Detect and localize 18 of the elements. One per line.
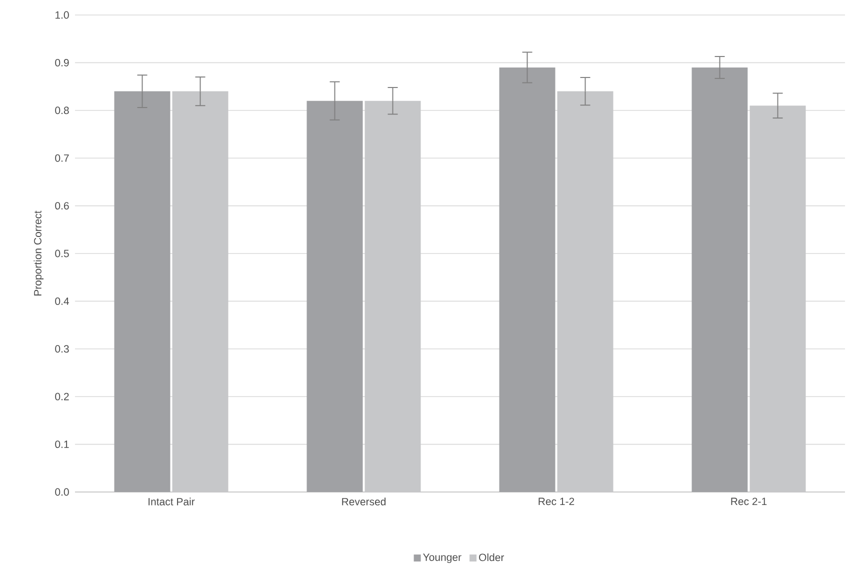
y-tick-label: 0.2: [55, 392, 69, 400]
x-tick-label: Rec 1-2: [538, 498, 574, 506]
legend-label: Older: [479, 553, 504, 562]
y-tick-label: 0.9: [55, 58, 69, 66]
y-tick-label: 0.4: [55, 297, 69, 305]
x-tick-label: Intact Pair: [148, 498, 195, 506]
y-axis-title: Proportion Correct: [34, 210, 44, 296]
x-tick-label: Reversed: [342, 498, 386, 506]
y-tick-label: 0.7: [55, 154, 69, 162]
y-tick-label: 0.3: [55, 345, 69, 353]
y-tick-label: 0.6: [55, 202, 69, 210]
x-tick-label: Rec 2-1: [731, 498, 767, 506]
y-tick-label: 1.0: [56, 11, 69, 19]
y-tick-label: 0.5: [55, 250, 69, 258]
legend-label: Younger: [423, 554, 462, 564]
y-tick-label: 0.1: [55, 440, 69, 448]
y-tick-label: 0.8: [55, 106, 69, 114]
y-tick-label: 0.0: [55, 488, 69, 496]
